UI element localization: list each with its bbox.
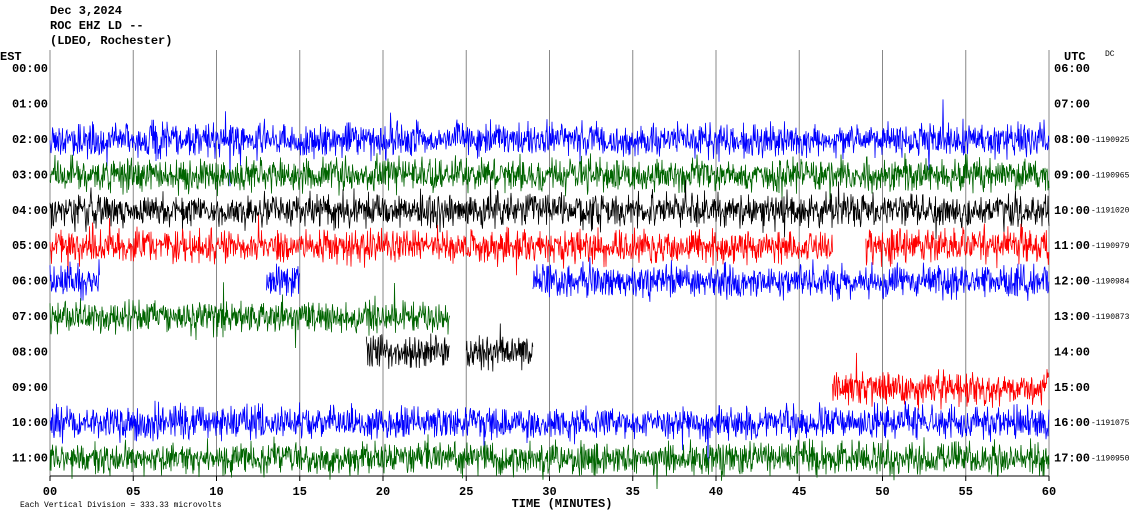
- trace-segment: [49, 214, 833, 278]
- trace-segment: [49, 434, 1050, 490]
- utc-label: 08:00: [1054, 133, 1090, 147]
- utc-label: 16:00: [1054, 416, 1090, 430]
- utc-label: 12:00: [1054, 275, 1090, 289]
- trace-segment: [49, 259, 100, 301]
- trace-segment: [266, 263, 300, 297]
- est-label: 11:00: [12, 452, 48, 466]
- x-tick-label: 50: [875, 485, 889, 499]
- x-tick-label: 10: [209, 485, 223, 499]
- utc-label: 13:00: [1054, 310, 1090, 324]
- offset-label: -1190873: [1091, 313, 1130, 322]
- trace-segment: [49, 282, 450, 349]
- trace-segment: [865, 223, 1050, 269]
- x-tick-label: 00: [43, 485, 57, 499]
- utc-label: 10:00: [1054, 204, 1090, 218]
- title-line: ROC EHZ LD --: [50, 19, 144, 33]
- trace-segment: [365, 333, 450, 369]
- x-axis-label: TIME (MINUTES): [512, 497, 613, 511]
- offset-label: -1191020: [1091, 207, 1130, 216]
- scale-note: Each Vertical Division = 333.33 microvol…: [20, 501, 222, 510]
- offset-label: -1191075: [1091, 419, 1130, 428]
- offset-label: -1190925: [1091, 136, 1130, 145]
- utc-label: 11:00: [1054, 239, 1090, 253]
- x-tick-label: 05: [126, 485, 140, 499]
- right-axis-label: UTC: [1064, 50, 1086, 64]
- est-label: 05:00: [12, 239, 48, 253]
- offset-label: -1190965: [1091, 171, 1130, 180]
- x-tick-label: 30: [542, 485, 556, 499]
- corner-note: DC: [1105, 50, 1115, 59]
- x-tick-label: 15: [293, 485, 307, 499]
- utc-label: 14:00: [1054, 345, 1090, 359]
- offset-label: -1190979: [1091, 242, 1130, 251]
- trace-segment: [465, 323, 534, 372]
- trace-segment: [49, 99, 1050, 187]
- utc-label: 15:00: [1054, 381, 1090, 395]
- x-tick-label: 35: [626, 485, 640, 499]
- x-tick-label: 60: [1042, 485, 1056, 499]
- trace-segment: [49, 400, 1050, 466]
- x-tick-label: 45: [792, 485, 806, 499]
- est-label: 10:00: [12, 416, 48, 430]
- trace-segment: [832, 352, 1049, 411]
- utc-label: 06:00: [1054, 62, 1090, 76]
- est-label: 09:00: [12, 381, 48, 395]
- trace-segment: [532, 257, 1050, 302]
- title-line: (LDEO, Rochester): [50, 34, 172, 48]
- offset-label: -1190984: [1091, 278, 1130, 287]
- trace-segment: [49, 179, 1050, 240]
- left-axis-label: EST: [0, 50, 22, 64]
- est-label: 03:00: [12, 168, 48, 182]
- est-label: 06:00: [12, 275, 48, 289]
- x-tick-label: 25: [459, 485, 473, 499]
- utc-label: 09:00: [1054, 168, 1090, 182]
- x-tick-label: 40: [709, 485, 723, 499]
- est-label: 01:00: [12, 98, 48, 112]
- est-label: 00:00: [12, 62, 48, 76]
- est-label: 08:00: [12, 345, 48, 359]
- x-tick-label: 55: [959, 485, 973, 499]
- utc-label: 07:00: [1054, 98, 1090, 112]
- title-line: Dec 3,2024: [50, 4, 122, 18]
- offset-label: -1190950: [1091, 455, 1130, 464]
- trace-segment: [49, 153, 1050, 200]
- est-label: 04:00: [12, 204, 48, 218]
- est-label: 02:00: [12, 133, 48, 147]
- utc-label: 17:00: [1054, 452, 1090, 466]
- est-label: 07:00: [12, 310, 48, 324]
- x-tick-label: 20: [376, 485, 390, 499]
